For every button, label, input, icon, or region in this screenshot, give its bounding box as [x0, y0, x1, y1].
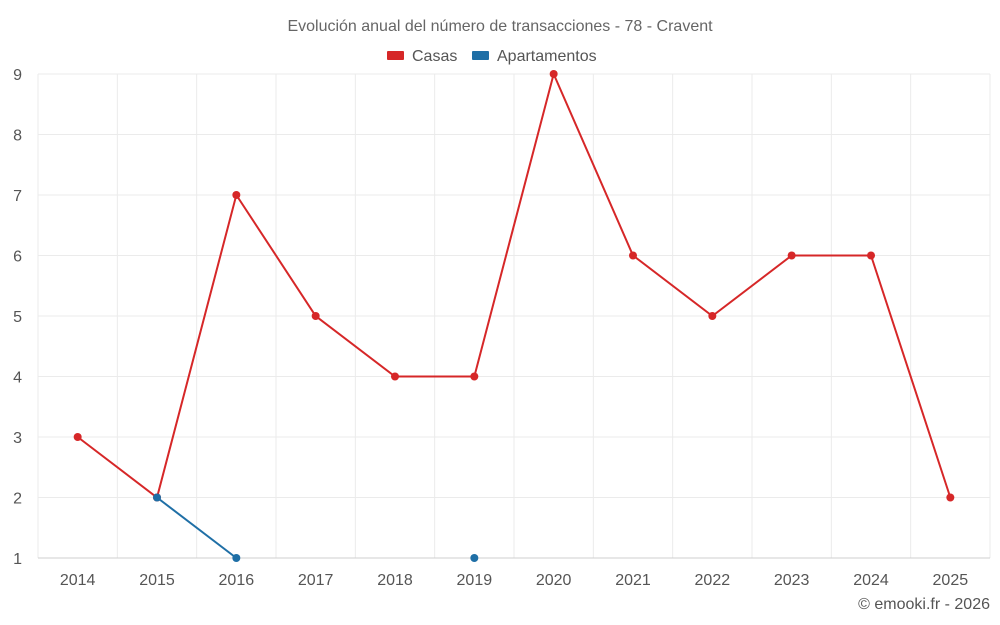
series-apartamentos	[153, 493, 479, 562]
x-tick-label: 2019	[457, 572, 493, 589]
y-tick-label: 1	[13, 551, 22, 568]
y-tick-label: 5	[13, 309, 22, 326]
y-tick-label: 4	[13, 370, 22, 387]
grid	[37, 73, 991, 559]
x-tick-label: 2016	[219, 572, 255, 589]
data-point[interactable]	[867, 251, 875, 260]
legend: Casas Apartamentos	[387, 48, 597, 65]
legend-label[interactable]: Apartamentos	[497, 48, 597, 65]
data-point[interactable]	[470, 554, 479, 562]
y-tick-label: 8	[13, 128, 22, 145]
x-tick-label: 2022	[695, 572, 731, 589]
x-tick-label: 2025	[933, 572, 969, 589]
data-point[interactable]	[629, 251, 637, 260]
x-tick-label: 2017	[298, 572, 334, 589]
x-tick-label: 2014	[60, 572, 96, 589]
data-point[interactable]	[391, 372, 399, 381]
data-point[interactable]	[470, 372, 479, 381]
y-tick-label: 2	[13, 491, 22, 508]
data-point[interactable]	[232, 554, 241, 562]
legend-label[interactable]: Casas	[412, 48, 457, 65]
x-tick-label: 2018	[377, 572, 413, 589]
x-tick-label: 2021	[615, 572, 651, 589]
x-tick-label: 2024	[853, 572, 889, 589]
legend-swatch	[387, 51, 404, 60]
y-tick-label: 7	[13, 188, 22, 205]
x-tick-label: 2023	[774, 572, 810, 589]
x-tick-label: 2020	[536, 572, 572, 589]
data-point[interactable]	[787, 251, 796, 260]
series-line	[77, 70, 952, 500]
y-tick-label: 9	[13, 67, 22, 84]
y-axis: 1 2 3 4 5 6 7 8 9	[13, 67, 22, 568]
series-layer	[73, 70, 955, 562]
x-tick-label: 2015	[139, 572, 175, 589]
chart-title: Evolución anual del número de transaccio…	[287, 18, 713, 35]
data-point[interactable]	[232, 191, 241, 199]
y-tick-label: 6	[13, 249, 22, 266]
data-point[interactable]	[311, 312, 320, 320]
data-point[interactable]	[73, 433, 82, 441]
data-point[interactable]	[708, 312, 717, 320]
y-tick-label: 3	[13, 430, 22, 447]
data-point[interactable]	[946, 493, 955, 502]
series-line	[156, 496, 237, 559]
legend-swatch	[472, 51, 489, 60]
series-casas	[73, 70, 955, 502]
credit-text: © emooki.fr - 2026	[858, 596, 990, 613]
data-point[interactable]	[549, 70, 558, 78]
x-axis: 2014 2015 2016 2017 2018 2019 2020 2021 2022 2023…	[38, 557, 990, 589]
data-point[interactable]	[153, 493, 161, 502]
